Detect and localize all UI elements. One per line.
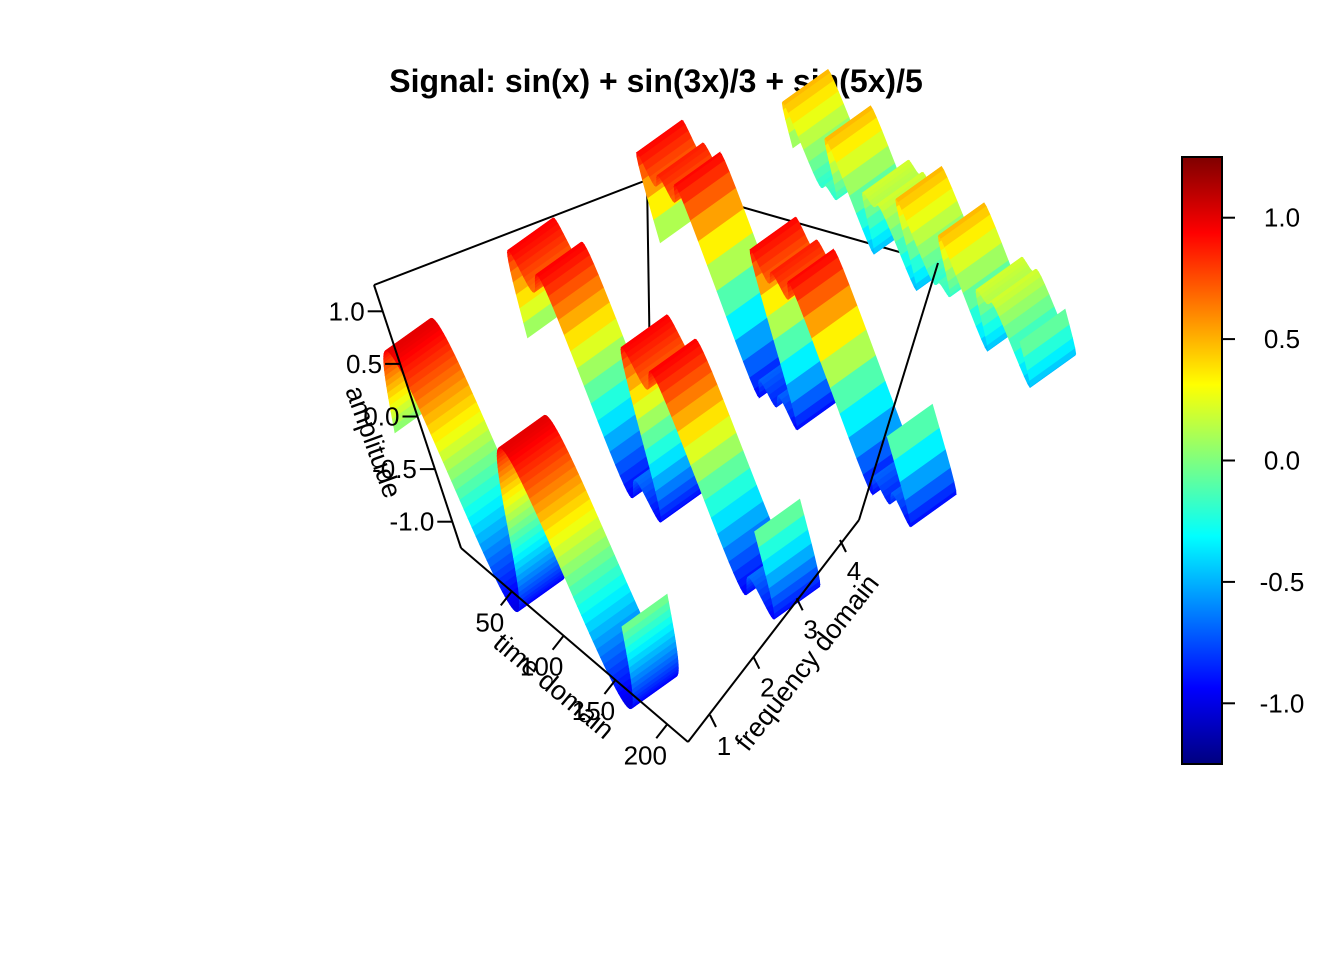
surface-facet: [621, 593, 669, 635]
amplitude-axis: 1.0 0.5 0.0 -0.5 -1.0: [329, 296, 453, 537]
frequency-tick-label: 1: [717, 731, 731, 761]
box-edge-right-vertical: [858, 262, 939, 521]
frequency-tick-mark: [752, 656, 761, 670]
surface-facet: [886, 403, 940, 461]
colorbar-tick-label: -0.5: [1260, 567, 1305, 597]
amplitude-tick-label: -1.0: [389, 507, 434, 537]
frequency-axis-line: [687, 519, 860, 743]
frequency-tick-mark: [795, 597, 804, 611]
time-tick-mark: [551, 635, 565, 651]
frequency-tick-mark: [709, 714, 717, 728]
time-tick-label: 100: [520, 652, 563, 682]
frequency-tick-label: 2: [760, 673, 774, 703]
colorbar-rect: [1181, 156, 1223, 765]
amplitude-tick-label: 1.0: [329, 296, 365, 326]
time-tick-label: 50: [475, 607, 504, 637]
surface-strip-freq-4: [781, 69, 1077, 388]
colorbar-tick-label: 0.0: [1264, 446, 1300, 476]
surface-strip-freq-1: [383, 317, 679, 710]
surface-strips: [383, 69, 1077, 710]
colorbar-tick-label: 1.0: [1264, 203, 1300, 233]
amplitude-tick-label: 0.0: [363, 402, 399, 432]
frequency-tick-label: 4: [847, 556, 861, 586]
frequency-axis-label: frequency domain: [729, 569, 885, 757]
colorbar-ticks: 1.0 0.5 0.0 -0.5 -1.0: [1222, 203, 1305, 718]
frequency-tick-label: 3: [803, 614, 817, 644]
surface-strip-freq-3: [635, 119, 957, 528]
time-tick-mark: [655, 723, 669, 739]
amplitude-tick-label: -0.5: [372, 454, 417, 484]
colorbar-tick-label: -1.0: [1260, 688, 1305, 718]
surface-facet: [754, 498, 805, 548]
surface-facet: [1019, 308, 1070, 358]
time-axis: 50 100 150 200: [475, 590, 669, 770]
time-tick-label: 200: [624, 740, 667, 770]
time-tick-mark: [500, 590, 513, 607]
time-axis-line: [460, 547, 689, 743]
surface-strip-freq-2: [506, 217, 821, 620]
frequency-tick-mark: [839, 539, 847, 553]
colorbar-tick-label: 0.5: [1264, 324, 1300, 354]
box-edge-top-left: [373, 179, 648, 286]
colorbar: 1.0 0.5 0.0 -0.5 -1.0: [1181, 156, 1305, 765]
amplitude-tick-label: 0.5: [346, 349, 382, 379]
time-tick-mark: [603, 679, 617, 695]
chart-title: Signal: sin(x) + sin(3x)/3 + sin(5x)/5: [389, 63, 923, 99]
time-tick-label: 150: [572, 696, 615, 726]
